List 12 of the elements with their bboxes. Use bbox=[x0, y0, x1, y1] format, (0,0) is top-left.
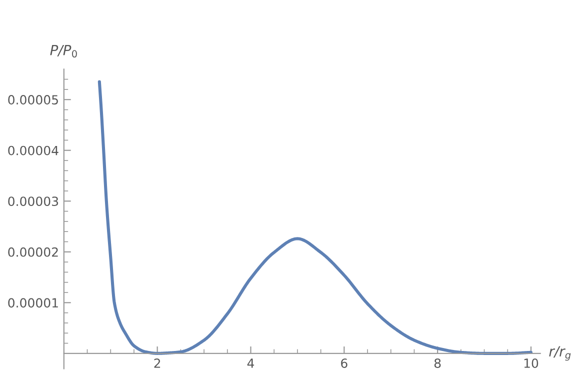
x-tick-label: 10 bbox=[524, 358, 538, 368]
x-tick-label: 4 bbox=[247, 358, 254, 368]
x-tick-label: 2 bbox=[154, 358, 160, 368]
y-axis-title: P/P$_{0}$ bbox=[50, 44, 77, 58]
y-tick-label: 0.00005 bbox=[8, 95, 58, 105]
x-axis-title: r/r$_{g}$ bbox=[549, 346, 571, 361]
y-tick-label: 0.00004 bbox=[8, 146, 58, 156]
x-tick-label: 6 bbox=[341, 358, 348, 368]
y-tick-label: 0.00003 bbox=[8, 196, 58, 206]
y-tick-label: 0.00001 bbox=[8, 298, 58, 308]
y-tick-label: 0.00002 bbox=[8, 247, 58, 257]
x-tick-label: 8 bbox=[434, 358, 441, 368]
